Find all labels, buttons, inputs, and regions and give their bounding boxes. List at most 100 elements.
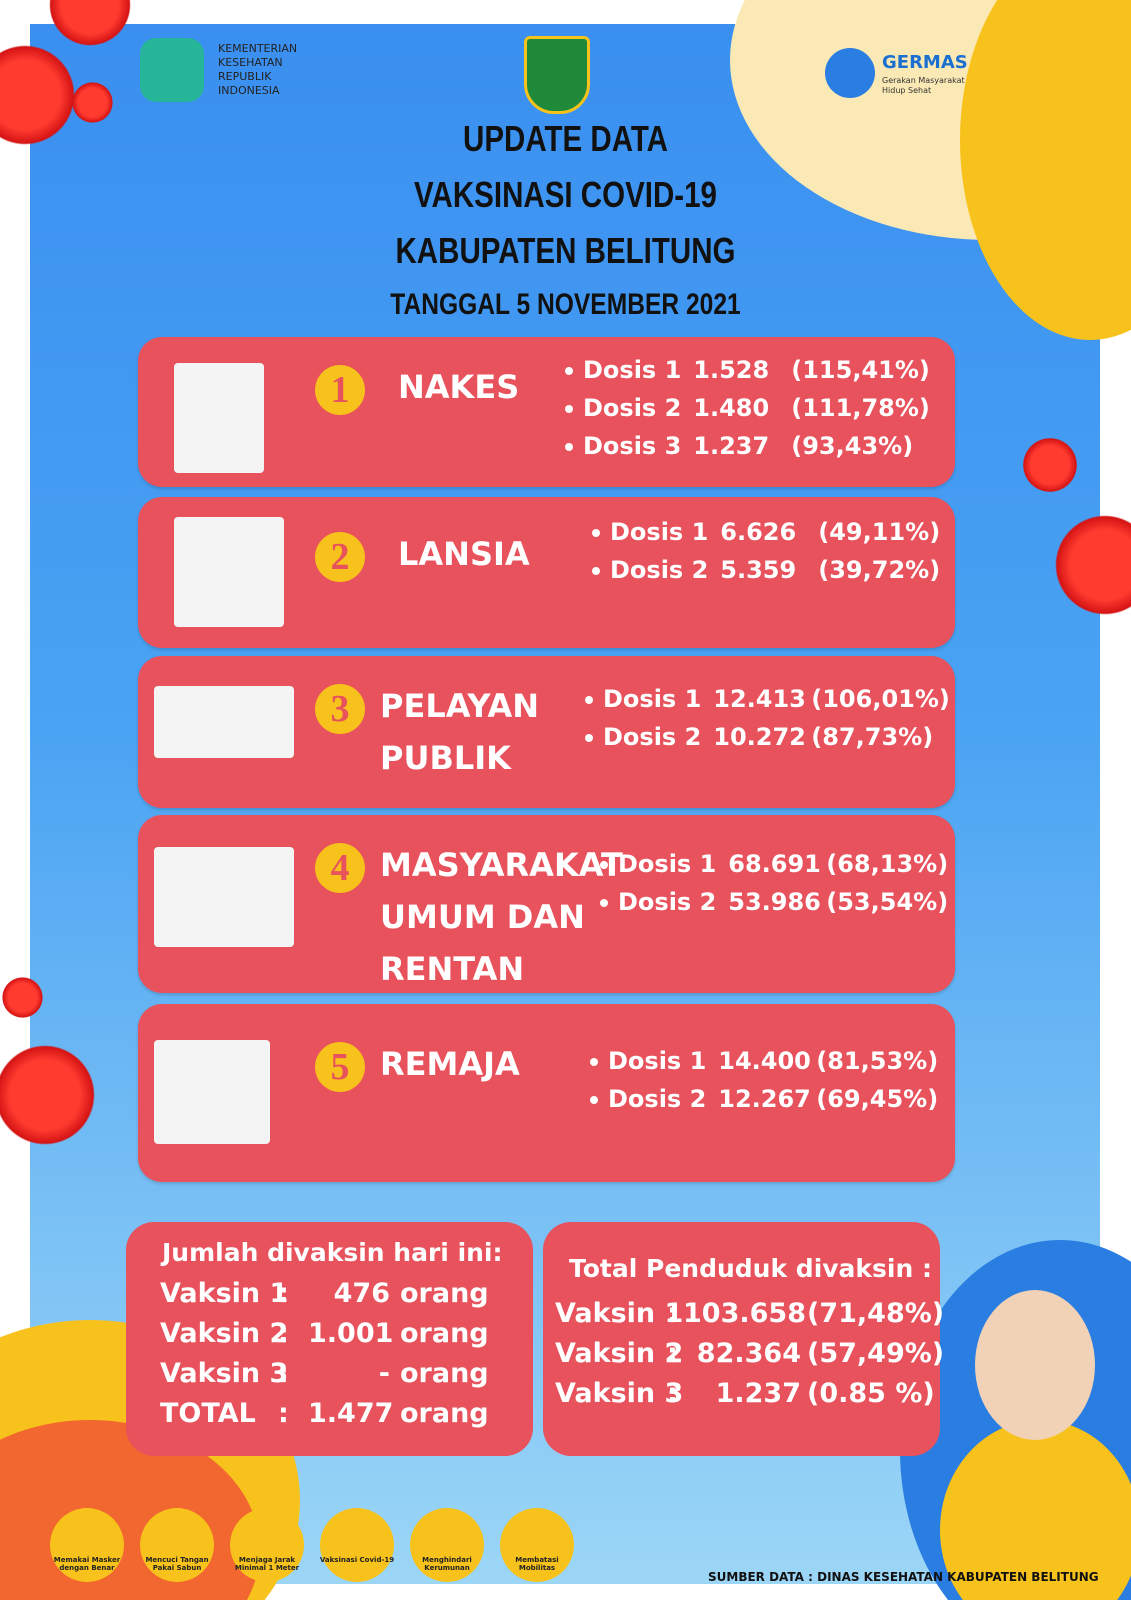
total-value: 103.658 <box>683 1298 806 1329</box>
virus-decor <box>70 80 115 125</box>
total-value: 82.364 <box>696 1338 801 1369</box>
group-number: 1 <box>315 365 365 415</box>
daily-unit: orang <box>400 1398 489 1429</box>
group-name-line: UMUM DAN <box>380 898 585 936</box>
dose-count: 68.691 <box>728 850 821 878</box>
daily-title: Jumlah divaksin hari ini: <box>162 1238 503 1267</box>
dose-count: 5.359 <box>720 556 797 584</box>
dose-row: Dosis 1 12.413 (106,01%) <box>585 680 950 718</box>
bullet <box>600 861 608 869</box>
bullet <box>592 529 600 537</box>
dose-row: Dosis 1 1.528 (115,41%) <box>565 351 930 389</box>
daily-box: Jumlah divaksin hari ini: Vaksin 1: 476 or… <box>126 1222 533 1456</box>
daily-colon: : <box>278 1278 289 1309</box>
dose-row: Dosis 1 68.691 (68,13%) <box>600 845 948 883</box>
bullet <box>592 567 600 575</box>
group-illustration <box>154 847 294 947</box>
dose-percent: (49,11%) <box>818 518 941 546</box>
dose-count: 1.480 <box>693 394 770 422</box>
bullet <box>585 734 593 742</box>
virus-decor <box>1020 435 1080 495</box>
dose-label: Dosis 1 <box>618 850 717 878</box>
total-percent: (0.85 %) <box>807 1378 935 1409</box>
dose-list: Dosis 1 6.626 (49,11%) Dosis 2 5.359 (39,72%) <box>592 513 940 589</box>
group-illustration <box>174 517 284 627</box>
group-card: 3 PELAYAN PUBLIK Dosis 1 12.413 (106,01%) Dosi… <box>138 656 955 808</box>
protocol-icon <box>50 1508 124 1582</box>
ministry-logo-line: KESEHATAN <box>218 56 283 69</box>
group-name-line: REMAJA <box>380 1045 520 1083</box>
total-colon: : <box>667 1378 678 1409</box>
regency-emblem <box>524 36 590 114</box>
dose-label: Dosis 2 <box>610 556 709 584</box>
dose-count: 6.626 <box>720 518 797 546</box>
dose-percent: (69,45%) <box>816 1085 939 1113</box>
dose-label: Dosis 2 <box>603 723 702 751</box>
dose-count: 1.237 <box>693 432 770 460</box>
protocol-caption: Memakai Masker dengan Benar <box>53 1556 121 1572</box>
daily-label: Vaksin 2 <box>160 1318 289 1349</box>
bullet <box>585 696 593 704</box>
dose-label: Dosis 2 <box>618 888 717 916</box>
dose-row: Dosis 2 10.272 (87,73%) <box>585 718 950 756</box>
group-illustration <box>174 363 264 473</box>
protocol-caption: Vaksinasi Covid-19 <box>319 1556 395 1564</box>
dose-percent: (87,73%) <box>811 723 934 751</box>
germas-name: GERMAS <box>882 52 968 73</box>
protocol-icon <box>140 1508 214 1582</box>
dose-count: 1.528 <box>693 356 770 384</box>
daily-colon: : <box>278 1358 289 1389</box>
total-row: Vaksin 1: 103.658(71,48%) <box>555 1294 944 1334</box>
bullet <box>565 367 573 375</box>
ministry-logo-line: KEMENTERIAN <box>218 42 298 55</box>
total-label: Vaksin 1 <box>555 1298 684 1329</box>
total-label: Vaksin 2 <box>555 1338 684 1369</box>
group-card: 4 MASYARAKAT UMUM DAN RENTAN Dosis 1 68.691 (6… <box>138 815 955 993</box>
dose-percent: (111,78%) <box>791 394 930 422</box>
daily-colon: : <box>278 1318 289 1349</box>
total-colon: : <box>667 1298 678 1329</box>
group-card: 1 NAKES Dosis 1 1.528 (115,41%) Dosis 2 1.480 (… <box>138 337 955 487</box>
daily-value: 476 <box>333 1278 390 1309</box>
total-row: Vaksin 2: 82.364 (57,49%) <box>555 1334 944 1374</box>
title-line: UPDATE DATA <box>463 118 668 159</box>
daily-value: 1.001 <box>308 1318 394 1349</box>
dose-count: 14.400 <box>718 1047 811 1075</box>
source: SUMBER DATA : DINAS KESEHATAN KABUPATEN … <box>708 1570 1099 1584</box>
dose-percent: (115,41%) <box>791 356 930 384</box>
total-percent: (57,49%) <box>807 1338 945 1369</box>
protocol-caption: Menghindari Kerumunan <box>422 1556 472 1572</box>
daily-row: Vaksin 2: 1.001 orang <box>160 1314 489 1354</box>
virus-decor <box>0 975 45 1020</box>
total-row: Vaksin 3: 1.237 (0.85 %) <box>555 1374 944 1414</box>
virus-decor <box>1050 510 1131 620</box>
bullet <box>590 1058 598 1066</box>
group-name: LANSIA <box>398 528 530 580</box>
daily-unit: orang <box>400 1318 489 1349</box>
bullet <box>565 443 573 451</box>
group-number: 3 <box>315 684 365 734</box>
dose-label: Dosis 3 <box>583 432 682 460</box>
protocol-icon <box>410 1508 484 1582</box>
ministry-logo-icon <box>140 38 204 102</box>
daily-unit: orang <box>400 1358 489 1389</box>
dose-row: Dosis 3 1.237 (93,43%) <box>565 427 930 465</box>
dose-percent: (39,72%) <box>818 556 941 584</box>
group-number: 4 <box>315 843 365 893</box>
dose-row: Dosis 2 53.986 (53,54%) <box>600 883 948 921</box>
bullet <box>600 899 608 907</box>
daily-value: 1.477 <box>308 1398 394 1429</box>
group-name-line: PUBLIK <box>380 739 511 777</box>
ministry-logo-text: KEMENTERIAN KESEHATAN REPUBLIK INDONESIA <box>218 42 297 98</box>
daily-unit: orang <box>400 1278 489 1309</box>
group-card: 2 LANSIA Dosis 1 6.626 (49,11%) Dosis 2 5.359 (… <box>138 497 955 648</box>
group-name-line: RENTAN <box>380 950 525 988</box>
dose-percent: (53,54%) <box>826 888 949 916</box>
total-title: Total Penduduk divaksin : <box>569 1254 933 1283</box>
dose-percent: (93,43%) <box>791 432 914 460</box>
dose-count: 10.272 <box>713 723 806 751</box>
protocol-caption: Membatasi Mobilitas <box>515 1556 559 1572</box>
total-box: Total Penduduk divaksin : Vaksin 1: 103.6… <box>543 1222 944 1456</box>
dose-percent: (68,13%) <box>826 850 949 878</box>
group-name-line: NAKES <box>398 368 520 406</box>
